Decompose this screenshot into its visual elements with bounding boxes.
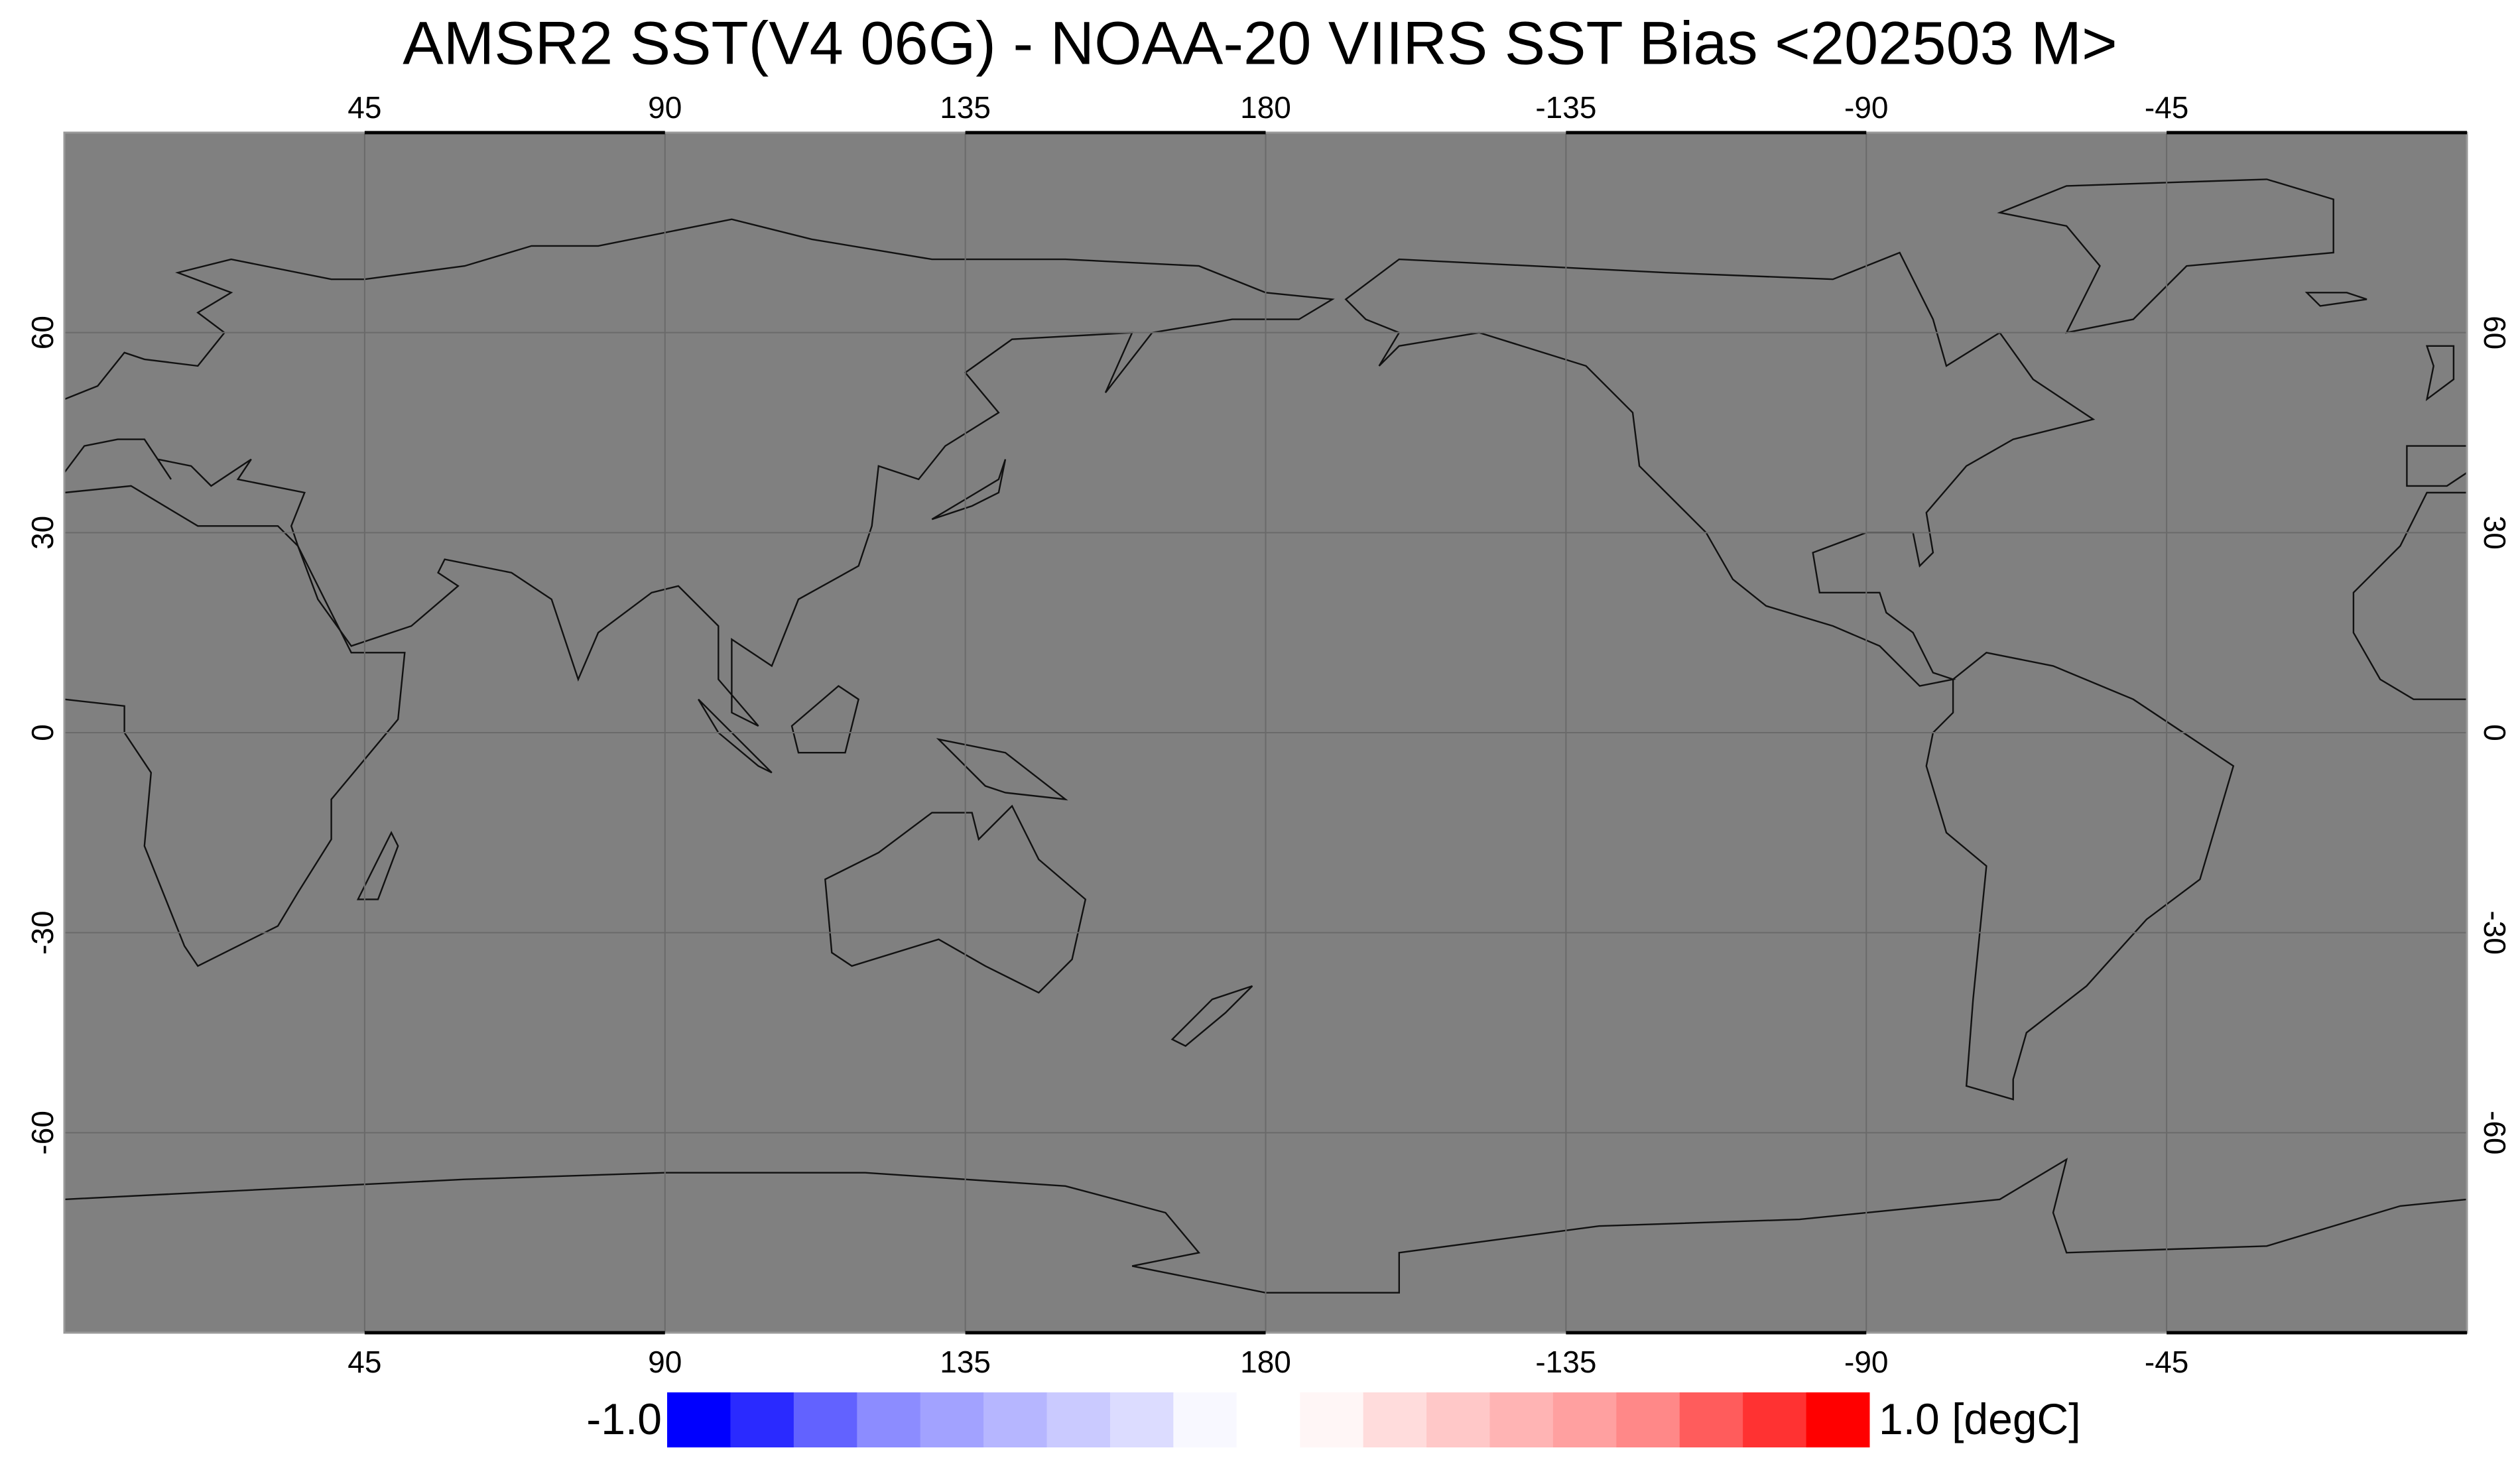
- x-tick-label: -135: [1535, 90, 1596, 125]
- x-tick-label: 135: [940, 1345, 991, 1379]
- colorbar-segment: [1173, 1392, 1237, 1447]
- colorbar-segment: [1363, 1392, 1427, 1447]
- coastline: [1344, 251, 2096, 687]
- coastline: [64, 1158, 2468, 1294]
- colorbar-segment: [1236, 1392, 1300, 1447]
- colorbar-segment: [667, 1392, 731, 1447]
- coastline: [824, 804, 1087, 994]
- x-tick-label: -45: [2145, 1345, 2188, 1379]
- x-tick-label: -45: [2145, 90, 2188, 125]
- coastline: [63, 485, 406, 967]
- coastline: [790, 685, 859, 754]
- colorbar-segment: [1552, 1392, 1617, 1447]
- colorbar-segment: [1743, 1392, 1807, 1447]
- colorbar-segment: [920, 1392, 984, 1447]
- x-tick-label: -90: [1844, 90, 1888, 125]
- title: AMSR2 SST(V4 06G) - NOAA-20 VIIRS SST Bi…: [403, 9, 2117, 77]
- colorbar-segment: [983, 1392, 1048, 1447]
- colorbar-segment: [1489, 1392, 1554, 1447]
- colorbar-segment: [1806, 1392, 1870, 1447]
- coastline: [2425, 345, 2455, 402]
- coastline: [1997, 178, 2334, 334]
- y-tick-label: -60: [25, 1111, 60, 1154]
- colorbar-max-label: 1.0 [degC]: [1879, 1394, 2081, 1443]
- colorbar-min-label: -1.0: [586, 1394, 662, 1443]
- y-tick-label: -60: [2478, 1111, 2512, 1154]
- x-tick-label: -90: [1844, 1345, 1888, 1379]
- colorbar-segment: [1046, 1392, 1111, 1447]
- x-tick-label: 180: [1240, 1345, 1291, 1379]
- colorbar-segment: [1109, 1392, 1174, 1447]
- colorbar-segment: [730, 1392, 794, 1447]
- coastline: [356, 831, 399, 900]
- colorbar-segment: [1616, 1392, 1680, 1447]
- colorbar-segment: [1426, 1392, 1490, 1447]
- x-tick-label: 45: [347, 1345, 381, 1379]
- colorbar-segment: [1300, 1392, 1364, 1447]
- x-tick-label: 90: [648, 1345, 682, 1379]
- x-tick-label: 90: [648, 90, 682, 125]
- coastline: [1925, 652, 2235, 1101]
- colorbar-segment: [793, 1392, 857, 1447]
- y-tick-label: 30: [2478, 516, 2512, 550]
- y-tick-label: 30: [25, 516, 60, 550]
- x-tick-label: 135: [940, 90, 991, 125]
- y-tick-label: -30: [2478, 910, 2512, 954]
- y-tick-label: 0: [2478, 724, 2512, 741]
- coastline: [698, 698, 773, 774]
- x-tick-label: 180: [1240, 90, 1291, 125]
- x-tick-label: 45: [347, 90, 381, 125]
- coastline: [2304, 292, 2367, 307]
- colorbar-segment: [857, 1392, 921, 1447]
- coastline: [1170, 985, 1253, 1048]
- y-tick-label: 60: [25, 316, 60, 349]
- coastline: [2352, 491, 2468, 700]
- y-tick-label: 0: [25, 724, 60, 741]
- x-tick-label: -135: [1535, 1345, 1596, 1379]
- colorbar-segment: [1679, 1392, 1743, 1447]
- coastline: [63, 218, 1335, 727]
- y-tick-label: -30: [25, 910, 60, 954]
- coastline: [936, 738, 1068, 801]
- y-tick-label: 60: [2478, 316, 2512, 349]
